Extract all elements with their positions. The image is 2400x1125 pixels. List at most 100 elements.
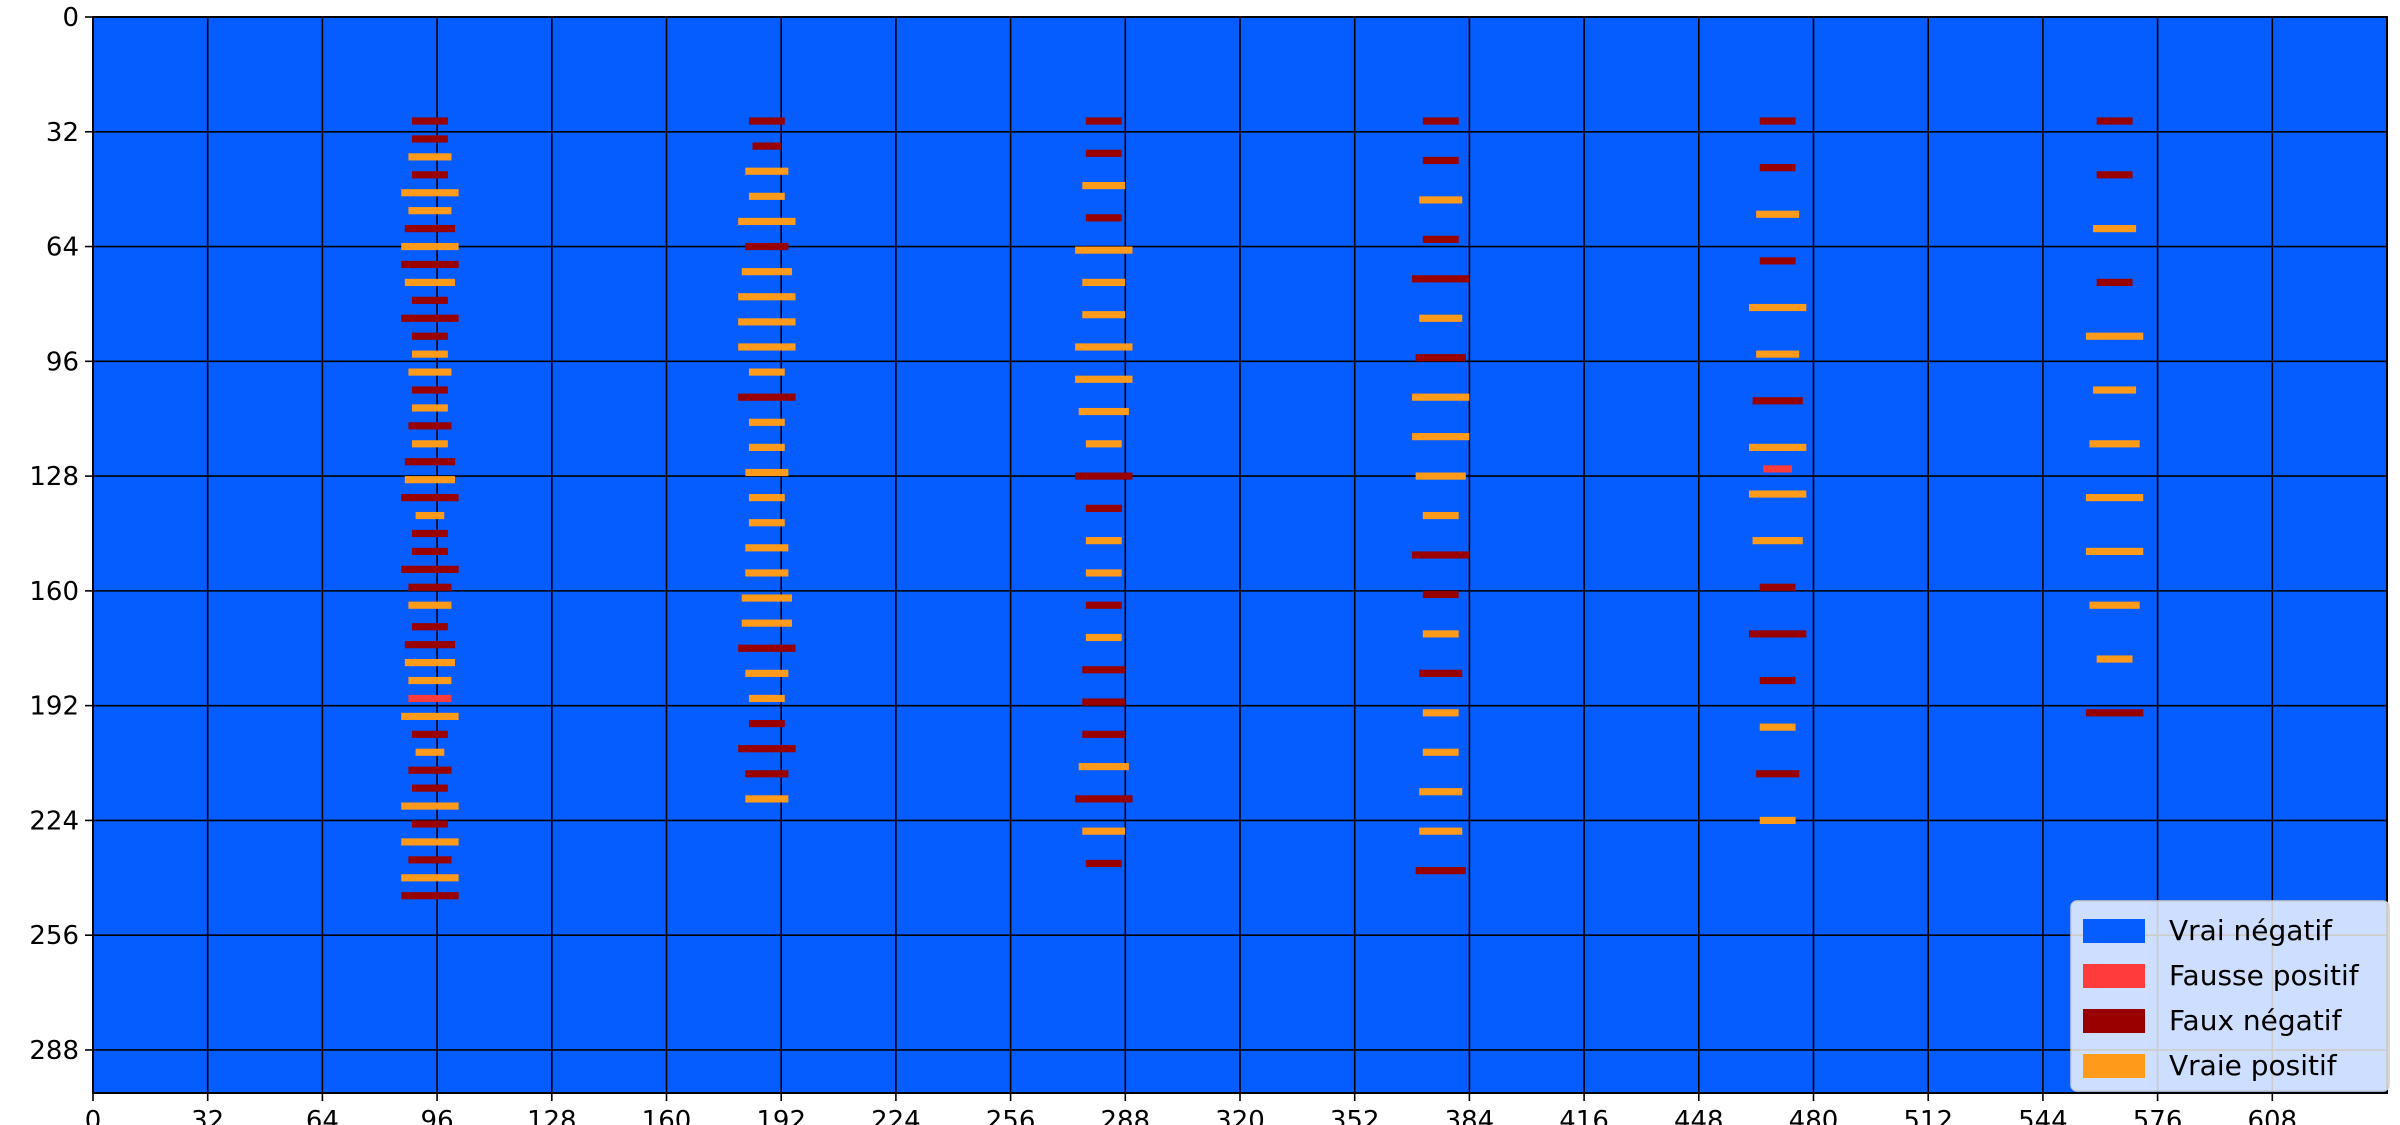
segment-col2 <box>748 418 785 426</box>
x-tick-label: 64 <box>306 1106 339 1125</box>
segment-col3 <box>1082 730 1126 738</box>
legend: Vrai négatif Fausse positif Faux négatif Vr… <box>2070 900 2390 1092</box>
segment-col2 <box>738 745 796 753</box>
segment-col3 <box>1078 763 1129 771</box>
legend-label: Faux négatif <box>2169 1004 2343 1037</box>
segment-col1 <box>401 242 459 251</box>
segment-col5 <box>1748 490 1807 498</box>
segment-col1 <box>408 856 452 864</box>
y-tick-label: 64 <box>46 233 79 263</box>
segment-col5 <box>1748 443 1807 451</box>
segment-col1 <box>408 368 452 376</box>
legend-box <box>2070 900 2390 1092</box>
segment-col3 <box>1082 698 1126 706</box>
segment-col3 <box>1085 117 1122 125</box>
x-tick-label: 352 <box>1330 1106 1380 1125</box>
segment-col4 <box>1419 827 1463 835</box>
segment-col2 <box>745 242 789 251</box>
x-tick-label: 320 <box>1215 1106 1265 1125</box>
legend-swatch <box>2083 1054 2145 1078</box>
segment-col3 <box>1082 278 1126 286</box>
segment-col1 <box>401 838 459 846</box>
segment-col2 <box>748 719 785 728</box>
segment-col1 <box>401 802 459 810</box>
segment-col1 <box>404 225 456 233</box>
y-tick-label: 0 <box>62 3 79 33</box>
segment-col5 <box>1748 630 1807 638</box>
y-tick-label: 128 <box>29 462 79 492</box>
segment-col4 <box>1422 748 1459 756</box>
segment-col3 <box>1085 149 1122 157</box>
x-tick-label: 224 <box>871 1106 921 1125</box>
segment-col1 <box>408 207 452 215</box>
segment-col4 <box>1422 235 1459 243</box>
segment-col1 <box>412 135 448 143</box>
segment-col1 <box>401 494 459 502</box>
segment-col2 <box>748 443 785 451</box>
segment-col5 <box>1756 210 1800 218</box>
segment-col2 <box>745 795 789 803</box>
segment-col2 <box>748 494 785 502</box>
segment-col2 <box>738 293 796 301</box>
x-tick-label: 544 <box>2018 1106 2068 1125</box>
segment-col4 <box>1415 867 1466 875</box>
segment-col3 <box>1082 666 1126 674</box>
segment-col6 <box>2085 547 2144 555</box>
chart-marks <box>401 117 2144 900</box>
y-tick-label: 256 <box>29 921 79 951</box>
segment-col2 <box>748 192 785 200</box>
segment-col4 <box>1419 314 1463 322</box>
segment-col1 <box>412 730 448 738</box>
x-tick-label: 384 <box>1445 1106 1495 1125</box>
segment-col1 <box>412 529 448 538</box>
legend-swatch <box>2083 1009 2145 1033</box>
segment-col2 <box>745 468 789 477</box>
segment-col4 <box>1415 354 1466 362</box>
segment-col1 <box>404 278 456 286</box>
segment-col1 <box>412 171 448 179</box>
x-tick-label: 0 <box>85 1106 102 1125</box>
y-tick-label: 96 <box>46 347 79 377</box>
legend-swatch <box>2083 919 2145 943</box>
x-tick-label: 160 <box>642 1106 692 1125</box>
segment-col3 <box>1075 246 1133 254</box>
segment-col5 <box>1759 257 1796 265</box>
segment-col6 <box>2085 709 2144 717</box>
segment-col1 <box>404 659 456 667</box>
segment-col1 <box>412 623 448 631</box>
segment-col1 <box>412 332 448 340</box>
segment-col1 <box>401 260 459 269</box>
y-tick-label: 224 <box>29 806 79 836</box>
segment-col6 <box>2089 601 2140 609</box>
segment-col4 <box>1415 472 1466 480</box>
segment-col4 <box>1422 630 1459 638</box>
segment-col5 <box>1752 397 1803 405</box>
segment-col1 <box>412 404 448 412</box>
segment-col6 <box>2093 225 2137 233</box>
segment-col2 <box>748 117 785 125</box>
segment-col2 <box>738 217 796 226</box>
segment-col2 <box>745 544 789 552</box>
segment-col3 <box>1085 569 1122 577</box>
segment-col1 <box>412 820 448 828</box>
segment-col5 <box>1759 117 1796 125</box>
x-tick-label: 512 <box>1903 1106 1953 1125</box>
segment-col6 <box>2085 494 2144 502</box>
segment-col2 <box>738 343 796 351</box>
segment-col1 <box>412 547 448 555</box>
axes: 0 32 64 96 128 160 192 224 256 288 320 352 384 416 448… <box>29 3 2388 1125</box>
segment-col5 <box>1759 164 1796 172</box>
segment-col4 <box>1422 156 1459 165</box>
segment-col1 <box>401 565 459 573</box>
segment-col3 <box>1085 504 1122 512</box>
segment-col5 <box>1759 723 1796 731</box>
segment-col4 <box>1422 590 1459 599</box>
y-tick-label: 288 <box>29 1036 79 1066</box>
y-tick-label: 192 <box>29 692 79 722</box>
segment-col2 <box>741 594 792 602</box>
segment-col3 <box>1082 827 1126 835</box>
segment-col1 <box>408 601 452 609</box>
segment-col1 <box>415 748 445 756</box>
segment-col1 <box>408 766 452 774</box>
segment-col1 <box>408 153 452 161</box>
